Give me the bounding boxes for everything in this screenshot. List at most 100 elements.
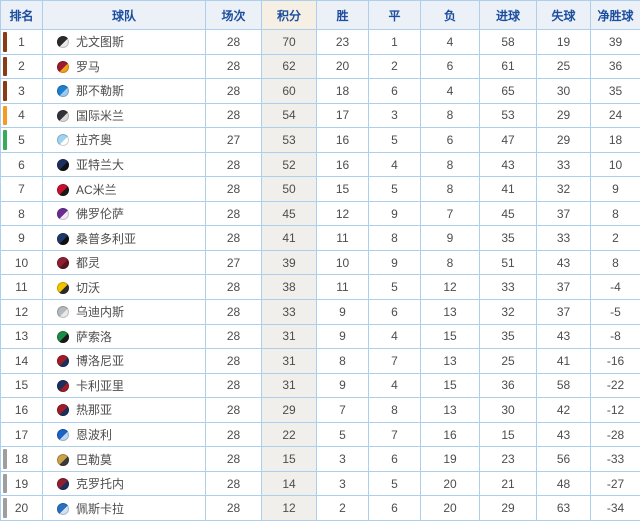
win-cell: 12 <box>316 200 369 227</box>
team-name: 热那亚 <box>76 403 113 418</box>
team-name: 亚特兰大 <box>76 158 125 172</box>
sampdoria-badge-icon <box>57 232 69 245</box>
win-cell: 3 <box>316 446 369 472</box>
team-cell: 巴勒莫 <box>42 446 206 472</box>
column-header-team: 球队 <box>42 0 206 30</box>
win-cell: 5 <box>316 421 369 448</box>
rank-cell: 3 <box>0 78 43 104</box>
played-cell: 28 <box>205 102 262 129</box>
played-cell: 28 <box>205 470 262 497</box>
column-header-draw: 平 <box>368 0 421 30</box>
rank-label: 19 <box>14 476 29 491</box>
atalanta-badge-icon <box>57 159 69 171</box>
goals-for-cell: 30 <box>479 397 537 423</box>
table-row: 4 国际米兰 28 54 17 3 8 53 29 24 <box>0 102 640 129</box>
team-name: 博洛尼亚 <box>76 354 125 369</box>
rank-cell: 18 <box>0 446 43 472</box>
draw-cell: 5 <box>368 176 421 202</box>
goals-against-cell: 43 <box>536 323 591 350</box>
pescara-badge-icon <box>57 502 69 515</box>
rank-label: 3 <box>18 83 25 98</box>
goals-against-cell: 43 <box>536 421 591 448</box>
played-cell: 28 <box>205 78 262 104</box>
empoli-badge-icon <box>57 429 69 442</box>
goal-diff-cell: 35 <box>590 78 640 104</box>
goals-against-cell: 48 <box>536 470 591 497</box>
rank-label: 9 <box>18 231 25 246</box>
goals-for-cell: 61 <box>479 53 537 80</box>
team-name: 罗马 <box>76 59 101 74</box>
goal-diff-cell: 18 <box>590 127 640 153</box>
draw-cell: 4 <box>368 372 421 399</box>
team-name: 桑普多利亚 <box>76 231 137 246</box>
goals-for-cell: 53 <box>479 102 537 129</box>
team-name: 佩斯卡拉 <box>76 501 125 516</box>
draw-cell: 2 <box>368 53 421 80</box>
draw-cell: 6 <box>368 495 421 521</box>
goal-diff-cell: 39 <box>590 29 640 55</box>
team-name: 卡利亚里 <box>76 378 125 393</box>
played-cell: 28 <box>205 397 262 423</box>
goals-against-cell: 29 <box>536 127 591 153</box>
crotone-badge-icon <box>57 478 69 491</box>
goals-against-cell: 37 <box>536 200 591 227</box>
team-cell: 那不勒斯 <box>42 78 206 104</box>
goals-for-cell: 33 <box>479 274 537 301</box>
udinese-badge-icon <box>57 306 69 319</box>
goal-diff-cell: -33 <box>590 446 640 472</box>
table-row: 2 罗马 28 62 20 2 6 61 25 36 <box>0 53 640 80</box>
rank-label: 16 <box>14 402 29 417</box>
column-header-rank: 排名 <box>0 0 43 30</box>
team-cell: 拉齐奥 <box>42 127 206 153</box>
rank-label: 5 <box>18 132 25 147</box>
rank-label: 2 <box>18 59 25 74</box>
points-cell: 39 <box>261 249 317 276</box>
goal-diff-cell: -12 <box>590 397 640 423</box>
rank-label: 13 <box>14 329 29 344</box>
win-cell: 8 <box>316 348 369 374</box>
roma-badge-icon <box>57 60 69 73</box>
column-header-points: 积分 <box>261 0 317 30</box>
win-cell: 16 <box>316 151 369 178</box>
draw-cell: 3 <box>368 102 421 129</box>
win-cell: 11 <box>316 274 369 301</box>
team-name: 尤文图斯 <box>76 35 125 50</box>
goal-diff-cell: -8 <box>590 323 640 350</box>
goals-against-cell: 58 <box>536 372 591 399</box>
win-cell: 17 <box>316 102 369 129</box>
played-cell: 28 <box>205 299 262 325</box>
rank-cell: 9 <box>0 225 43 251</box>
win-cell: 9 <box>316 323 369 350</box>
team-name: 佛罗伦萨 <box>76 207 125 222</box>
rank-label: 1 <box>18 34 25 49</box>
table-row: 20 佩斯卡拉 28 12 2 6 20 29 63 -34 <box>0 495 640 521</box>
team-name: 国际米兰 <box>76 108 125 123</box>
goals-for-cell: 32 <box>479 299 537 325</box>
table-row: 8 佛罗伦萨 28 45 12 9 7 45 37 8 <box>0 200 640 227</box>
table-row: 9 桑普多利亚 28 41 11 8 9 35 33 2 <box>0 225 640 251</box>
team-name: 萨索洛 <box>76 329 113 344</box>
loss-cell: 4 <box>420 78 480 104</box>
loss-cell: 8 <box>420 102 480 129</box>
zone-indicator <box>3 498 7 518</box>
rank-cell: 4 <box>0 102 43 129</box>
points-cell: 33 <box>261 299 317 325</box>
column-header-goals-for: 进球 <box>479 0 537 30</box>
win-cell: 15 <box>316 176 369 202</box>
inter-badge-icon <box>57 109 69 122</box>
points-cell: 31 <box>261 348 317 374</box>
table-row: 3 那不勒斯 28 60 18 6 4 65 30 35 <box>0 78 640 104</box>
win-cell: 11 <box>316 225 369 251</box>
points-cell: 62 <box>261 53 317 80</box>
table-row: 15 卡利亚里 28 31 9 4 15 36 58 -22 <box>0 372 640 399</box>
played-cell: 28 <box>205 53 262 80</box>
rank-cell: 10 <box>0 249 43 276</box>
played-cell: 28 <box>205 176 262 202</box>
win-cell: 10 <box>316 249 369 276</box>
played-cell: 28 <box>205 323 262 350</box>
points-cell: 15 <box>261 446 317 472</box>
points-cell: 70 <box>261 29 317 55</box>
zone-indicator <box>3 473 7 494</box>
team-name: AC米兰 <box>76 182 117 197</box>
